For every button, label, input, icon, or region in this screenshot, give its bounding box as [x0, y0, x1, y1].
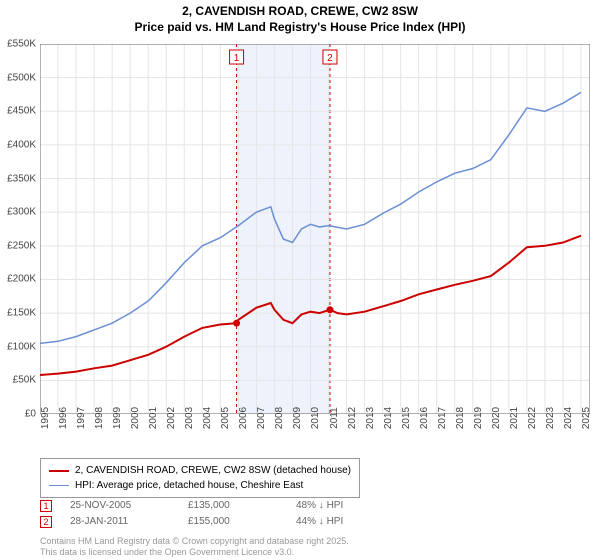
x-tick-label: 2018	[455, 407, 466, 429]
x-tick-label: 1998	[94, 407, 105, 429]
y-tick-label: £300K	[0, 207, 36, 218]
x-tick-label: 2012	[347, 407, 358, 429]
x-tick-label: 2009	[292, 407, 303, 429]
sales-list: 1 25-NOV-2005 £135,000 48% ↓ HPI 2 28-JAN-201…	[40, 498, 343, 530]
y-axis: £0£50K£100K£150K£200K£250K£300K£350K£400…	[0, 44, 38, 414]
legend-swatch-hpi	[49, 485, 69, 487]
x-tick-label: 2023	[545, 407, 556, 429]
svg-text:1: 1	[234, 53, 240, 64]
x-tick-label: 2003	[184, 407, 195, 429]
y-tick-label: £450K	[0, 106, 36, 117]
x-tick-label: 2001	[148, 407, 159, 429]
legend-label-hpi: HPI: Average price, detached house, Ches…	[75, 478, 303, 493]
x-tick-label: 1996	[58, 407, 69, 429]
x-tick-label: 2010	[310, 407, 321, 429]
y-tick-label: £100K	[0, 341, 36, 352]
x-tick-label: 2022	[527, 407, 538, 429]
sale-price: £155,000	[188, 514, 278, 530]
chart-svg: 12	[40, 44, 590, 414]
x-tick-label: 1995	[40, 407, 51, 429]
x-tick-label: 2011	[329, 407, 340, 429]
footer-line2: This data is licensed under the Open Gov…	[40, 547, 349, 558]
svg-text:2: 2	[327, 53, 333, 64]
y-tick-label: £150K	[0, 308, 36, 319]
legend-swatch-property	[49, 470, 69, 472]
sale-row: 1 25-NOV-2005 £135,000 48% ↓ HPI	[40, 498, 343, 514]
x-tick-label: 2020	[491, 407, 502, 429]
y-tick-label: £350K	[0, 173, 36, 184]
x-tick-label: 2000	[130, 407, 141, 429]
x-tick-label: 2015	[401, 407, 412, 429]
x-tick-label: 2013	[365, 407, 376, 429]
x-tick-label: 2024	[563, 407, 574, 429]
x-tick-label: 2017	[437, 407, 448, 429]
title-line2: Price paid vs. HM Land Registry's House …	[0, 20, 600, 36]
chart-plot: 12	[40, 44, 590, 414]
y-tick-label: £500K	[0, 72, 36, 83]
sale-price: £135,000	[188, 498, 278, 514]
x-tick-label: 2008	[274, 407, 285, 429]
x-tick-label: 2016	[419, 407, 430, 429]
x-tick-label: 2025	[581, 407, 592, 429]
y-tick-label: £400K	[0, 139, 36, 150]
sale-row: 2 28-JAN-2011 £155,000 44% ↓ HPI	[40, 514, 343, 530]
sale-marker-icon: 2	[40, 516, 52, 528]
x-tick-label: 2002	[166, 407, 177, 429]
footer-line1: Contains HM Land Registry data © Crown c…	[40, 536, 349, 547]
x-tick-label: 2014	[383, 407, 394, 429]
sale-date: 25-NOV-2005	[70, 498, 170, 514]
y-tick-label: £50K	[0, 375, 36, 386]
legend: 2, CAVENDISH ROAD, CREWE, CW2 8SW (detac…	[40, 458, 360, 498]
sale-date: 28-JAN-2011	[70, 514, 170, 530]
x-tick-label: 2007	[256, 407, 267, 429]
x-tick-label: 2019	[473, 407, 484, 429]
x-tick-label: 2004	[202, 407, 213, 429]
sale-marker-icon: 1	[40, 500, 52, 512]
y-tick-label: £550K	[0, 39, 36, 50]
x-tick-label: 2005	[220, 407, 231, 429]
title-line1: 2, CAVENDISH ROAD, CREWE, CW2 8SW	[0, 4, 600, 20]
y-tick-label: £250K	[0, 240, 36, 251]
footer-credits: Contains HM Land Registry data © Crown c…	[40, 536, 349, 558]
x-tick-label: 2006	[238, 407, 249, 429]
sale-delta: 48% ↓ HPI	[296, 498, 343, 514]
legend-item-hpi: HPI: Average price, detached house, Ches…	[49, 478, 351, 493]
chart-title: 2, CAVENDISH ROAD, CREWE, CW2 8SW Price …	[0, 0, 600, 35]
x-axis: 1995199619971998199920002001200220032004…	[40, 416, 590, 456]
sale-delta: 44% ↓ HPI	[296, 514, 343, 530]
y-tick-label: £0	[0, 409, 36, 420]
x-tick-label: 1999	[112, 407, 123, 429]
x-tick-label: 2021	[509, 407, 520, 429]
legend-label-property: 2, CAVENDISH ROAD, CREWE, CW2 8SW (detac…	[75, 463, 351, 478]
x-tick-label: 1997	[76, 407, 87, 429]
legend-item-property: 2, CAVENDISH ROAD, CREWE, CW2 8SW (detac…	[49, 463, 351, 478]
y-tick-label: £200K	[0, 274, 36, 285]
